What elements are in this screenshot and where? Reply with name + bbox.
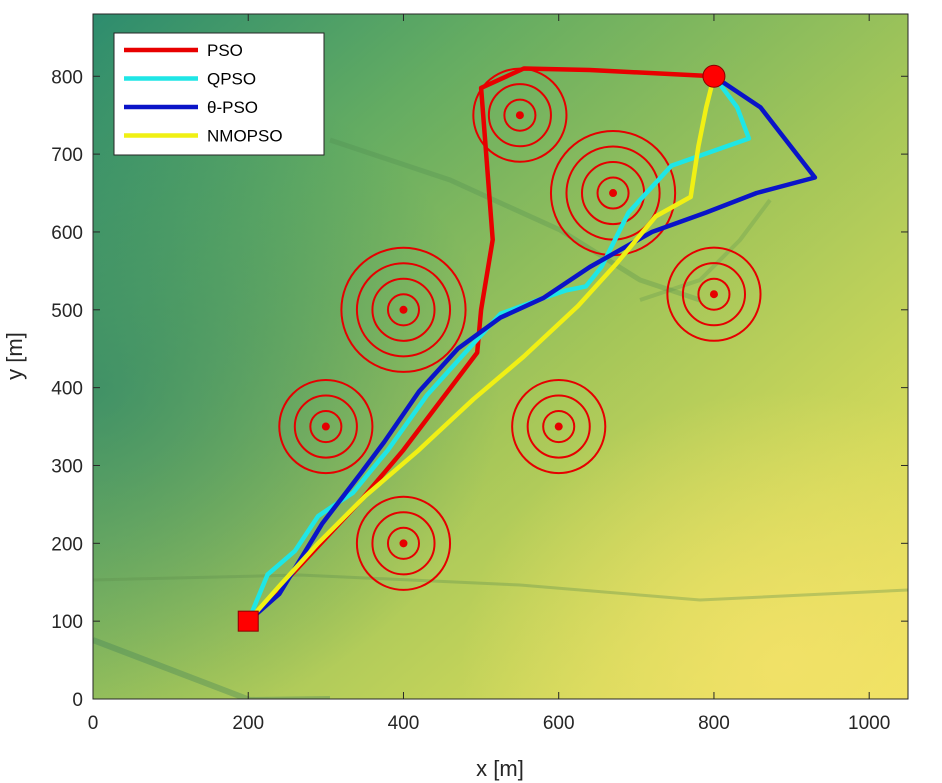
obstacle-center: [609, 189, 618, 198]
obstacle-ring: [278, 378, 374, 475]
obstacle-ring: [371, 511, 436, 576]
x-axis-label: x [m]: [476, 756, 524, 781]
x-axis: 0 200 400 600 800 1000: [88, 14, 890, 734]
obstacle-ring: [487, 83, 552, 148]
x-tick-label: 200: [232, 713, 264, 734]
obstacle-ring: [386, 293, 421, 327]
obstacle-center: [515, 111, 524, 120]
legend-label-NMOPSO: NMOPSO: [207, 127, 283, 146]
x-tick-label: 1000: [848, 713, 890, 734]
obstacles-layer: [278, 67, 762, 591]
obstacle-center: [399, 305, 408, 314]
y-tick-label: 800: [51, 67, 83, 88]
obstacle-ring: [526, 394, 591, 459]
y-tick-label: 300: [51, 456, 83, 477]
obstacle-ring: [542, 410, 576, 444]
x-tick-label: 400: [388, 713, 420, 734]
legend-label-PSO: PSO: [207, 41, 243, 60]
obstacle-4: [666, 246, 762, 342]
obstacle-ring: [355, 495, 452, 591]
obstacle-ring: [293, 394, 358, 459]
obstacle-center: [554, 422, 563, 431]
markers-layer: [237, 64, 726, 632]
legend-label-θ-PSO: θ-PSO: [207, 98, 258, 117]
obstacle-ring: [697, 277, 731, 311]
y-tick-label: 200: [51, 534, 83, 555]
y-tick-label: 0: [72, 690, 83, 711]
obstacle-center: [321, 422, 330, 431]
obstacle-5: [278, 378, 374, 475]
obstacle-ring: [666, 246, 762, 342]
plot-frame: [92, 13, 909, 700]
obstacle-ring: [596, 176, 630, 210]
obstacle-ring: [355, 262, 452, 358]
obstacle-center: [709, 290, 718, 299]
goal-marker: [702, 64, 726, 88]
x-tick-label: 0: [88, 713, 99, 734]
series-line-PSO: [245, 66, 717, 624]
obstacle-ring: [386, 526, 421, 560]
obstacle-6: [511, 378, 607, 475]
series-line-θ-PSO: [245, 74, 818, 624]
obstacle-ring: [340, 246, 467, 373]
x-tick-label: 800: [698, 713, 730, 734]
y-tick-label: 600: [51, 223, 83, 244]
legend-label-QPSO: QPSO: [207, 70, 256, 89]
paths-layer: [245, 66, 818, 624]
x-tick-label: 600: [543, 713, 575, 734]
obstacle-ring: [503, 98, 537, 132]
obstacle-3: [340, 246, 467, 373]
y-tick-label: 100: [51, 612, 83, 633]
obstacle-ring: [511, 378, 607, 475]
obstacle-ring: [681, 262, 747, 327]
legend: PSO QPSO θ-PSO NMOPSO: [113, 32, 325, 156]
obstacle-ring: [309, 410, 343, 444]
obstacle-1: [472, 67, 568, 163]
series-line-NMOPSO: [245, 74, 717, 624]
start-marker: [237, 610, 259, 632]
y-tick-label: 400: [51, 379, 83, 400]
obstacle-7: [355, 495, 452, 591]
y-axis: 0 100 200 300 400 500 600 700 800: [51, 67, 908, 711]
y-tick-label: 500: [51, 301, 83, 322]
obstacle-center: [399, 539, 408, 548]
obstacle-ring: [371, 277, 436, 342]
y-tick-label: 700: [51, 145, 83, 166]
y-axis-label: y [m]: [2, 332, 27, 380]
